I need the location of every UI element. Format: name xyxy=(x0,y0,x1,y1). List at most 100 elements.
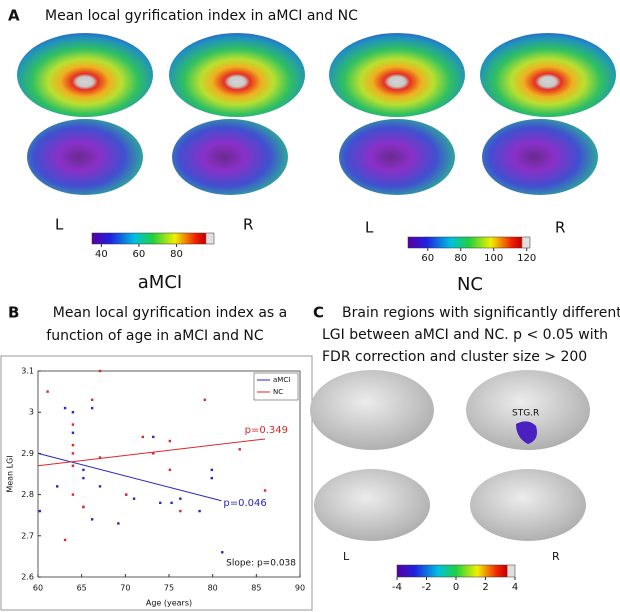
scatter-point xyxy=(141,435,144,439)
legend-box xyxy=(253,372,299,401)
scatter-point xyxy=(168,439,172,443)
scatter-point xyxy=(221,551,224,554)
y-axis-label: Mean LGI xyxy=(6,455,15,492)
scatter-point xyxy=(71,431,75,434)
scatter-point xyxy=(46,390,49,393)
colorbar-tick-label: -4 xyxy=(392,582,402,593)
brain-surface xyxy=(329,33,465,117)
x-tick-label: 60 xyxy=(33,584,43,593)
brain-surface xyxy=(314,469,430,541)
brain-surface xyxy=(339,119,455,195)
legend-label: NC xyxy=(273,388,283,396)
brain-images-a xyxy=(17,33,616,195)
y-tick-label: 2.9 xyxy=(21,449,34,458)
scatter-point xyxy=(179,509,182,513)
scatter-point xyxy=(210,476,213,480)
scatter-point xyxy=(203,398,207,402)
panel-title: FDR correction and cluster size > 200 xyxy=(322,349,587,365)
scatter-point xyxy=(71,443,75,447)
scatter-point xyxy=(82,476,85,480)
colorbar-tick-label: 0 xyxy=(453,582,459,593)
panel-title: Brain regions with significantly differe… xyxy=(342,305,620,321)
plot-area xyxy=(37,370,301,578)
panel-title: LGI between aMCI and NC. p < 0.05 with xyxy=(322,327,608,343)
colorbar-tick-label: 60 xyxy=(421,253,434,264)
scatter-point xyxy=(71,464,75,467)
colorbar-tick-label: 80 xyxy=(170,249,183,260)
x-axis-label: Age (years) xyxy=(146,599,192,608)
brain-surface xyxy=(172,119,288,195)
scatter-point xyxy=(38,509,41,513)
scatter-point xyxy=(82,505,85,509)
x-tick-label: 90 xyxy=(295,584,305,593)
scatter-point xyxy=(90,406,94,410)
colorbar xyxy=(91,232,215,245)
scatter-point xyxy=(71,493,75,496)
side-label: L xyxy=(55,216,64,234)
scatter-point xyxy=(168,468,172,472)
panel-title: function of age in aMCI and NC xyxy=(46,328,264,344)
colorbar-tick-label: 80 xyxy=(454,253,467,264)
colorbar-tick-label: -2 xyxy=(422,582,432,593)
brain-surface xyxy=(17,33,153,117)
scatter-point xyxy=(63,406,67,410)
colorbar-tick-label: 120 xyxy=(517,253,536,264)
panel-label: C xyxy=(313,304,324,322)
panel-label: B xyxy=(8,304,19,322)
side-label: R xyxy=(552,550,560,563)
scatter-point xyxy=(98,485,102,488)
scatter-point xyxy=(132,497,136,500)
side-label: L xyxy=(343,550,350,563)
x-tick-label: 65 xyxy=(77,584,87,593)
group-label: NC xyxy=(457,274,483,295)
y-tick-label: 3.1 xyxy=(21,367,34,376)
scatter-point xyxy=(71,411,75,414)
scatter-point xyxy=(170,501,173,505)
legend-label: aMCI xyxy=(273,376,290,384)
scatter-point xyxy=(263,489,267,492)
scatter-point xyxy=(98,369,102,373)
scatter-point xyxy=(152,435,155,439)
scatter-point xyxy=(198,509,201,513)
brain-surface xyxy=(27,119,143,195)
panel-title: Mean local gyrification index in aMCI an… xyxy=(45,8,358,24)
y-tick-label: 2.6 xyxy=(21,573,34,582)
trend-line xyxy=(37,452,222,502)
brain-surface xyxy=(310,370,434,450)
scatter-point xyxy=(238,448,241,451)
brain-surface xyxy=(470,469,586,541)
scatter-point xyxy=(90,518,94,521)
scatter-point xyxy=(56,485,59,488)
scatter-point xyxy=(117,522,120,525)
side-label: L xyxy=(365,219,374,237)
colorbar-tick-label: 40 xyxy=(95,249,108,260)
scatter-point xyxy=(90,398,94,402)
scatter-point xyxy=(98,456,102,459)
brain-surface xyxy=(480,33,616,117)
scatter-point xyxy=(71,452,75,455)
p-value-label: p=0.046 xyxy=(223,498,266,509)
colorbar xyxy=(407,236,531,249)
colorbar-tick-label: 100 xyxy=(484,253,503,264)
scatter-point xyxy=(82,468,85,472)
x-tick-label: 70 xyxy=(120,584,130,593)
side-label: R xyxy=(555,219,565,237)
scatter-point xyxy=(179,497,182,500)
significant-region xyxy=(516,421,537,444)
y-tick-label: 2.8 xyxy=(21,490,34,499)
chart-frame xyxy=(0,355,313,611)
panel-title: Mean local gyrification index as a xyxy=(53,305,288,321)
scatter-point xyxy=(152,452,155,455)
slope-label: Slope: p=0.038 xyxy=(226,559,296,569)
colorbar-tick-label: 2 xyxy=(482,582,488,593)
scatter-point xyxy=(63,538,67,542)
side-label: R xyxy=(243,216,253,234)
brain-surface xyxy=(466,370,590,450)
x-tick-label: 80 xyxy=(208,584,218,593)
brain-surface xyxy=(482,119,598,195)
x-tick-label: 85 xyxy=(251,584,261,593)
p-value-label: p=0.349 xyxy=(245,425,288,436)
brain-surface xyxy=(169,33,305,117)
colorbar-tick-label: 60 xyxy=(133,249,146,260)
